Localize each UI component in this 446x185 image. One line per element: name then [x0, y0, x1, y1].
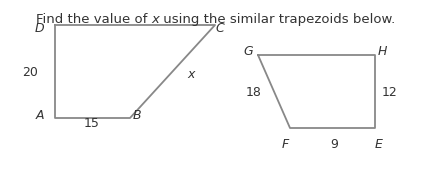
- Text: Find the value of: Find the value of: [36, 13, 151, 26]
- Text: H: H: [378, 45, 388, 58]
- Text: 9: 9: [330, 138, 338, 151]
- Text: 12: 12: [382, 87, 398, 100]
- Text: x: x: [151, 13, 159, 26]
- Text: B: B: [133, 109, 142, 122]
- Text: 15: 15: [84, 117, 100, 130]
- Text: A: A: [36, 109, 44, 122]
- Text: C: C: [215, 22, 224, 35]
- Text: F: F: [281, 138, 289, 151]
- Text: E: E: [375, 138, 383, 151]
- Text: D: D: [34, 22, 44, 35]
- Text: 18: 18: [246, 87, 262, 100]
- Text: 20: 20: [22, 65, 38, 78]
- Text: x: x: [187, 68, 194, 82]
- Text: G: G: [244, 45, 253, 58]
- Text: using the similar trapezoids below.: using the similar trapezoids below.: [159, 13, 396, 26]
